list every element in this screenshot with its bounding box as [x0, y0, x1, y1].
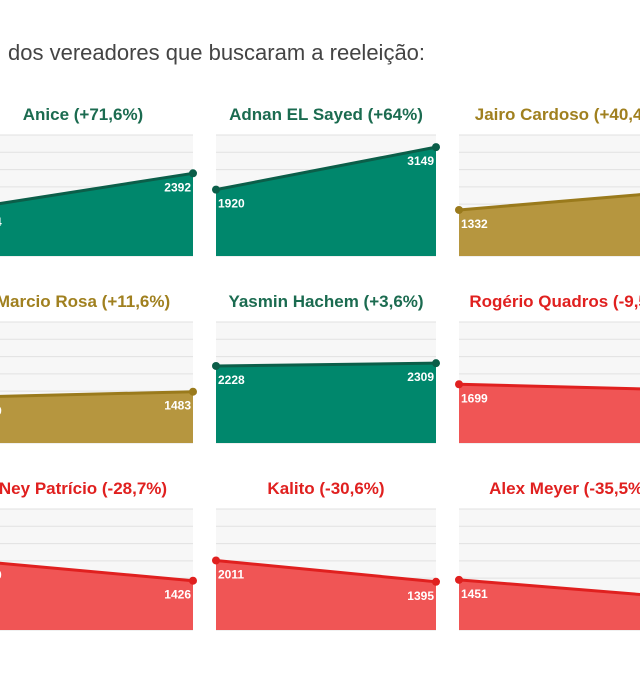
area: [459, 194, 640, 256]
value-label: 2000: [0, 568, 2, 582]
panel-title: Alex Meyer (-35,5%): [489, 479, 640, 498]
value-label: 1332: [461, 217, 488, 231]
point: [432, 143, 440, 152]
value-label: 1329: [0, 404, 2, 418]
value-label: 2309: [407, 370, 434, 384]
point: [189, 169, 197, 178]
panel-title: Marcio Rosa (+11,6%): [0, 292, 170, 311]
area: [0, 173, 193, 256]
panel-title: Jairo Cardoso (+40,4%): [475, 105, 640, 124]
area: [0, 391, 193, 443]
line: [215, 145, 437, 192]
value-label: 1451: [461, 587, 488, 601]
line: [0, 561, 194, 583]
line: [458, 382, 640, 391]
line: [215, 361, 437, 368]
line: [215, 558, 437, 584]
point: [455, 205, 463, 214]
panel-title: Adnan EL Sayed (+64%): [229, 105, 423, 124]
heading: dos vereadores que buscaram a reeleição:: [8, 40, 425, 65]
area: [216, 363, 436, 443]
panel-title: Kalito (-30,6%): [267, 479, 384, 498]
point: [189, 576, 197, 585]
line: [0, 171, 194, 206]
panel-title: Yasmin Hachem (+3,6%): [228, 292, 423, 311]
value-label: 1395: [407, 589, 434, 603]
panel-title: Rogério Quadros (-9,5%): [469, 292, 640, 311]
value-label: 3149: [407, 154, 434, 168]
value-label: 2011: [218, 567, 244, 581]
point: [212, 556, 220, 565]
point: [432, 577, 440, 586]
line: [458, 193, 640, 212]
point: [212, 185, 220, 194]
point: [432, 359, 440, 368]
area: [459, 384, 640, 443]
point: [212, 361, 220, 370]
value-label: 1920: [218, 197, 245, 211]
value-label: 1394: [0, 215, 2, 229]
area: [216, 147, 436, 256]
area: [459, 579, 640, 630]
panel-title: Anice (+71,6%): [23, 105, 143, 124]
point: [455, 380, 463, 389]
area: [0, 563, 193, 630]
line: [458, 578, 640, 596]
point: [189, 387, 197, 396]
line: [0, 390, 194, 398]
value-label: 1426: [164, 588, 191, 602]
value-label: 2228: [218, 373, 245, 387]
point: [455, 575, 463, 584]
panel-title: Ney Patrício (-28,7%): [0, 479, 167, 498]
value-label: 1483: [164, 399, 191, 413]
value-label: 1699: [461, 391, 488, 405]
value-label: 2392: [164, 180, 191, 194]
